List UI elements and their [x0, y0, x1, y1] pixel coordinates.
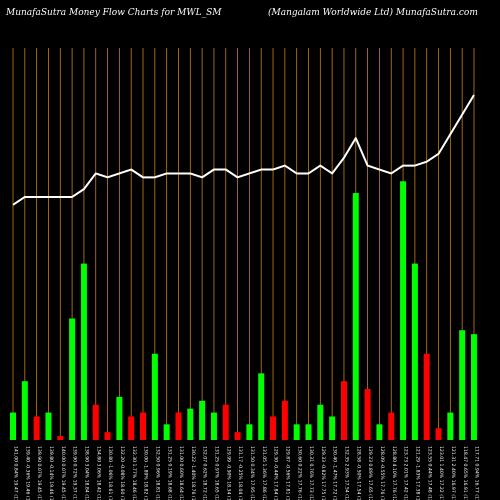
flow-bar: [128, 416, 135, 440]
x-tick-label: 131.00 0.60% 18.64 (12.28%): [178, 446, 184, 500]
flow-bar: [305, 424, 312, 440]
x-tick-label: 131.17 -0.25% 18.04 (12.71%): [237, 446, 243, 500]
flow-bar: [104, 432, 111, 440]
flow-bar: [10, 412, 16, 440]
x-tick-label: 131.50 0.34% 17.95 (12.36%): [249, 446, 255, 500]
flow-bar: [199, 400, 206, 440]
x-tick-label: 129.99 -0.90% 18.34 (12.63%): [225, 446, 231, 500]
flow-bar: [423, 353, 430, 440]
flow-bar: [222, 404, 229, 440]
x-tick-label: 141.00 0.84% 19.47 (11.62%): [13, 446, 19, 500]
x-tick-label: 121.29 -1.83% 17.38 (12.09%): [414, 446, 420, 500]
x-tick-label: 132.35 2.93% 17.54 (12.71%): [344, 446, 350, 500]
flow-bar: [45, 412, 52, 440]
flow-bar: [116, 396, 123, 440]
x-tick-label: 131.25 0.19% 18.68 (12.37%): [166, 446, 172, 500]
bars-group: [10, 181, 477, 440]
x-tick-label: 129.23 0.89% 17.65 (12.16%): [367, 446, 373, 500]
x-tick-label: 134.80 3.06% 18.42 (12.46%): [95, 446, 101, 500]
flow-bar: [92, 404, 99, 440]
x-tick-label: 123.73 2.01% 17.42 (12.28%): [403, 446, 409, 500]
flow-bar: [281, 400, 288, 440]
price-line-group: [12, 94, 475, 206]
x-tick-label: 140.00 0.07% 19.45 (11.66%): [60, 446, 66, 500]
x-tick-label: 128.09 -0.55% 17.76 (12.50%): [379, 446, 385, 500]
flow-bar: [258, 373, 265, 440]
flow-bar: [270, 416, 277, 440]
flow-bar: [329, 416, 336, 440]
flow-bar: [69, 318, 76, 440]
flow-bar: [33, 416, 40, 440]
x-tick-label: 129.33 -0.82% 17.75 (12.51%): [320, 446, 326, 500]
x-tick-label: 132.20 -0.08% 18.60 (12.20%): [119, 446, 125, 500]
x-tick-label: 130.60 0.22% 17.76 (12.15%): [296, 446, 302, 500]
flow-bar: [435, 428, 442, 440]
flow-bar: [447, 412, 454, 440]
chart-subtitle: (Mangalam Worldwide Ltd) MunafaSutra.com: [268, 8, 478, 18]
x-tick-label: 121.31 2.40% 16.97 (11.55%): [450, 446, 456, 500]
x-axis-labels: 141.00 0.84% 19.47 (11.62%) 139.40 -0.36%…: [13, 446, 480, 500]
flow-bar: [57, 436, 64, 440]
x-tick-label: 118.47 0.65% 16.91 (11.92%): [462, 446, 468, 500]
flow-bar: [317, 404, 324, 440]
x-tick-label: 132.30 1.77% 18.46 (12.32%): [131, 446, 137, 500]
flow-bar: [293, 424, 300, 440]
flow-bar: [187, 408, 194, 440]
flow-bar: [234, 432, 241, 440]
x-tick-label: 130.80 -1.06% 18.61 (12.45%): [107, 446, 113, 500]
x-tick-label: 132.07 0.62% 18.72 (12.47%): [202, 446, 208, 500]
flow-bar: [163, 424, 170, 440]
x-tick-label: 131.05 1.36% 17.86 (12.16%): [261, 446, 267, 500]
flow-bar: [400, 181, 407, 440]
x-tick-label: 139.40 -0.36% 19.46 (11.82%): [24, 446, 30, 500]
flow-bar: [175, 412, 182, 440]
flow-bar: [388, 412, 395, 440]
flow-bar: [411, 263, 418, 440]
x-tick-label: 130.40 -1.47% 17.72 (12.77%): [332, 446, 338, 500]
flow-bar: [210, 412, 217, 440]
flow-bar: [151, 353, 158, 440]
x-tick-label: 130.22 -1.40% 18.76 (12.51%): [190, 446, 196, 500]
flow-bar: [340, 381, 347, 440]
flow-bar: [376, 424, 383, 440]
x-tick-label: 130.00 -1.89% 18.82 (12.76%): [143, 446, 149, 500]
x-tick-label: 128.80 4.10% 17.76 (12.85%): [391, 446, 397, 500]
chart-title: MunafaSutra Money Flow Charts for MWL_SM: [6, 8, 222, 18]
x-tick-label: 129.87 -0.56% 17.81 (12.08%): [284, 446, 290, 500]
x-tick-label: 130.31 0.76% 17.73 (12.40%): [308, 446, 314, 500]
flow-bar: [470, 334, 477, 440]
flow-bar: [459, 330, 466, 440]
flow-bar: [364, 389, 371, 440]
flow-bar: [246, 424, 253, 440]
x-tick-label: 123.01 1.40% 17.22 (11.53%): [438, 446, 444, 500]
x-tick-label: 131.25 0.97% 18.65 (12.55%): [214, 446, 220, 500]
x-tick-label: 123.55 0.44% 17.48 (12.09%): [426, 446, 432, 500]
x-tick-label: 139.80 -0.14% 19.46 (11.47%): [48, 446, 54, 500]
price-line: [12, 94, 475, 206]
x-tick-label: 132.50 0.96% 18.81 (12.59%): [154, 446, 160, 500]
x-tick-label: 128.58 -0.50% 17.54 (12.43%): [355, 446, 361, 500]
x-tick-label: 138.90 3.04% 18.84 (12.47%): [84, 446, 90, 500]
flow-bar: [352, 193, 359, 440]
flow-bar: [140, 412, 147, 440]
flow-bar: [21, 381, 28, 440]
x-tick-label: 139.90 0.07% 19.45 (11.54%): [36, 446, 42, 500]
x-tick-label: 139.90 0.72% 19.37 (11.52%): [72, 446, 78, 500]
x-tick-label: 129.30 -0.44% 17.84 (12.43%): [273, 446, 279, 500]
flow-bar: [80, 263, 87, 440]
x-tick-label: 117.71 0.94% 16.77 (11.86%): [474, 446, 480, 500]
